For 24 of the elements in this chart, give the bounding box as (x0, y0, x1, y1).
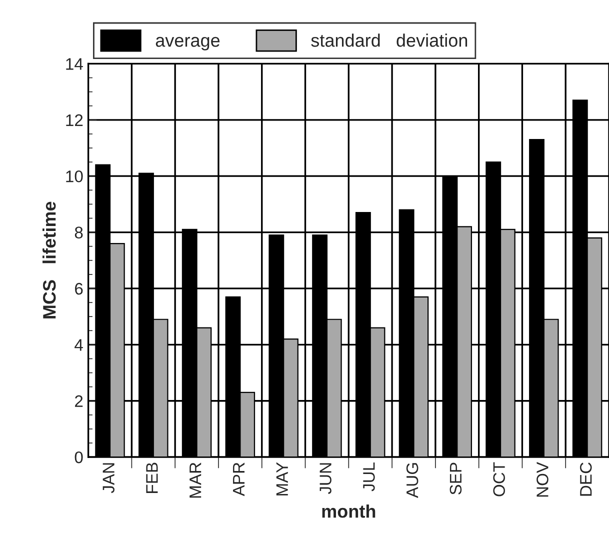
x-axis-title: month (322, 504, 376, 518)
x-tick-label: MAR (190, 462, 202, 498)
x-tick-label: NOV (536, 462, 548, 497)
x-tick-label: JUL (363, 462, 375, 492)
x-tick-label: DEC (580, 462, 592, 496)
x-tick-label: OCT (493, 462, 505, 496)
x-tick-label: APR (233, 462, 244, 496)
legend-label: average (156, 36, 220, 50)
y-tick-label: 4 (74, 339, 83, 351)
y-tick-label: 0 (74, 451, 83, 464)
x-tick-label: MAY (276, 462, 288, 496)
x-tick-label: FEB (146, 462, 158, 493)
y-tick-label: 12 (66, 114, 83, 126)
x-tick-label: JUN (320, 463, 332, 494)
x-tick-label: SEP (450, 462, 462, 495)
x-tick-label: JAN (102, 463, 114, 494)
y-tick-label: 8 (74, 226, 83, 238)
y-tick-label: 10 (66, 170, 83, 182)
y-axis-title: MCS lifetime (42, 202, 56, 318)
y-tick-label: 14 (66, 58, 83, 70)
legend-label: standard deviation (311, 34, 468, 47)
x-tick-label: AUG (406, 463, 418, 498)
y-tick-label: 2 (75, 395, 83, 407)
y-tick-label: 6 (75, 282, 83, 295)
